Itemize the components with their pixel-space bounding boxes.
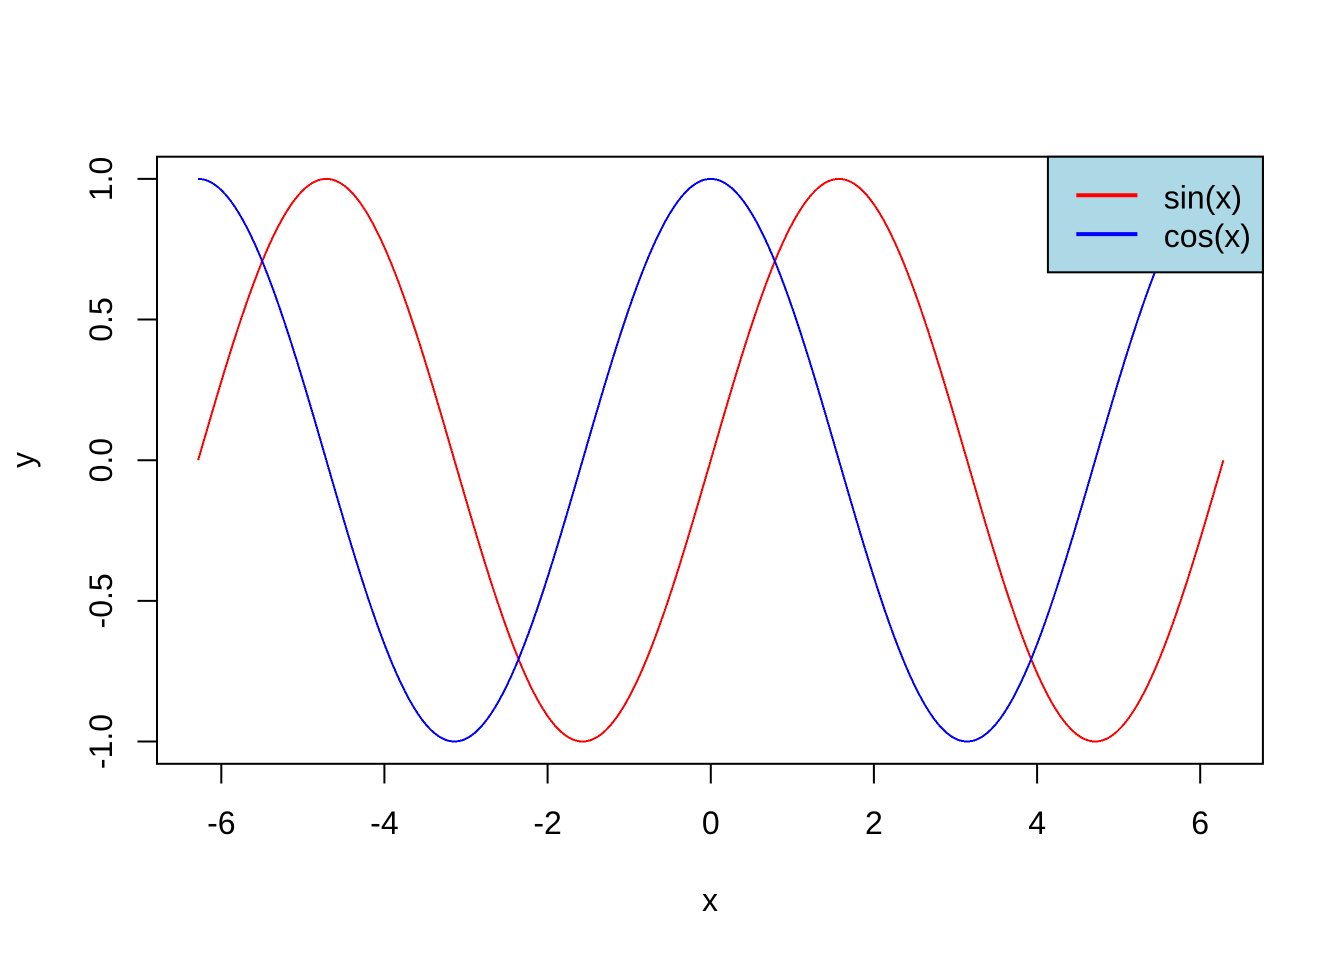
svg-text:y: y — [5, 452, 41, 468]
svg-text:-1.0: -1.0 — [83, 714, 119, 769]
svg-text:1.0: 1.0 — [83, 157, 119, 201]
svg-text:cos(x): cos(x) — [1164, 218, 1251, 254]
svg-text:2: 2 — [865, 805, 883, 841]
svg-text:-2: -2 — [533, 805, 561, 841]
svg-text:sin(x): sin(x) — [1164, 179, 1242, 215]
svg-text:-6: -6 — [207, 805, 235, 841]
svg-text:6: 6 — [1191, 805, 1209, 841]
svg-text:0: 0 — [702, 805, 720, 841]
svg-text:-0.5: -0.5 — [83, 573, 119, 628]
svg-text:-4: -4 — [370, 805, 398, 841]
svg-text:0.0: 0.0 — [83, 438, 119, 482]
svg-text:0.5: 0.5 — [83, 297, 119, 341]
svg-text:x: x — [702, 882, 718, 918]
svg-text:4: 4 — [1028, 805, 1046, 841]
